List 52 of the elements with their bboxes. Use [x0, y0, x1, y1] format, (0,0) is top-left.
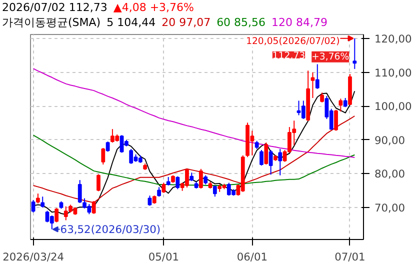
text: 20 97,07 [162, 16, 211, 29]
candlestick [334, 109, 338, 132]
candlestick [199, 168, 203, 190]
candlestick [338, 98, 343, 112]
candlestick [157, 186, 161, 198]
candlestick [36, 193, 40, 204]
candlestick [204, 174, 208, 185]
text: 60 85,56 [216, 16, 266, 29]
annotation: 112,73 [272, 50, 306, 62]
candlestick [315, 64, 320, 90]
candlestick [101, 147, 106, 166]
x-tick-label: 05/01 [148, 250, 180, 264]
candlestick [50, 215, 54, 230]
candlestick [343, 97, 348, 108]
text: ▲4,08 +3,76% [113, 1, 194, 14]
candlestick [40, 196, 45, 208]
y-tick-label: 110,00 [374, 66, 412, 80]
candlestick [54, 208, 59, 223]
candlestick [320, 92, 324, 103]
text: 120 84,79 [272, 16, 328, 29]
candlestick [260, 150, 264, 166]
line-series [32, 68, 356, 158]
y-tick-label: 90,00 [374, 134, 406, 147]
candlestick [278, 148, 282, 176]
annotation: 63,52(2026/03/30) [60, 222, 161, 236]
chart-subtitle: 가격이동평균(SMA) [2, 16, 101, 29]
candlestick [301, 100, 306, 120]
chart-title: 2026/07/02 112,73 [2, 1, 108, 14]
candlestick [31, 199, 36, 213]
candlestick [106, 141, 110, 152]
candlestick [352, 38, 357, 70]
candlestick [162, 182, 166, 194]
candlestick [212, 184, 217, 198]
x-tick-label: 2026/03/24 [2, 250, 64, 264]
line-series [32, 115, 356, 204]
candlestick [268, 150, 273, 176]
candlestick [129, 148, 134, 164]
candlestick [96, 174, 100, 192]
annotation: +3,76% [312, 51, 350, 62]
annotation: 120,05(2026/07/02) [246, 36, 340, 47]
y-tick-label: 80,00 [374, 168, 406, 181]
candlestick [310, 72, 315, 98]
line-series [32, 90, 356, 216]
candlestick [264, 142, 268, 166]
candlestick [92, 200, 96, 214]
y-tick-label: 70,00 [374, 201, 406, 214]
x-tick-label: 06/01 [236, 250, 268, 264]
candlestick [176, 176, 180, 190]
y-tick-label: 100,00 [374, 100, 412, 114]
text: 5 104,44 [106, 16, 156, 29]
y-tick-label: 120,00 [374, 32, 412, 46]
x-tick-label: 07/01 [334, 250, 366, 264]
